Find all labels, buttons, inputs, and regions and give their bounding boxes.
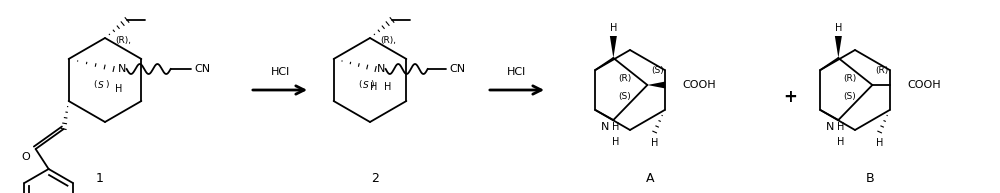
- Text: H: H: [612, 122, 619, 132]
- Text: HCl: HCl: [270, 67, 290, 77]
- Text: ): ): [370, 80, 374, 90]
- Text: COOH: COOH: [907, 80, 941, 90]
- Text: O: O: [21, 152, 30, 162]
- Text: H: H: [610, 23, 617, 33]
- Text: H: H: [876, 138, 883, 148]
- Text: H: H: [835, 23, 842, 33]
- Text: (: (: [93, 80, 97, 90]
- Text: CN: CN: [450, 64, 466, 74]
- Text: 2: 2: [371, 172, 379, 185]
- Text: COOH: COOH: [682, 80, 716, 90]
- Text: N: N: [826, 122, 835, 132]
- Text: H: H: [837, 137, 844, 147]
- Text: ): ): [105, 80, 109, 90]
- Text: H: H: [837, 122, 844, 132]
- Text: (R): (R): [618, 74, 632, 82]
- Polygon shape: [835, 36, 842, 58]
- Text: CN: CN: [195, 64, 211, 74]
- Text: H: H: [115, 84, 122, 94]
- Text: (: (: [358, 80, 362, 90]
- Text: (R),: (R),: [115, 36, 131, 45]
- Text: N: N: [117, 64, 126, 74]
- Text: +: +: [783, 88, 797, 106]
- Text: N: N: [376, 64, 385, 74]
- Text: H: H: [370, 82, 377, 92]
- Text: B: B: [866, 172, 874, 185]
- Polygon shape: [610, 36, 617, 58]
- Text: S: S: [98, 80, 104, 90]
- Text: H: H: [651, 138, 658, 148]
- Text: A: A: [646, 172, 654, 185]
- Text: H: H: [384, 82, 391, 92]
- Text: (S): (S): [844, 91, 856, 101]
- Text: (R): (R): [876, 65, 889, 74]
- Text: S: S: [363, 80, 369, 90]
- Text: (S): (S): [619, 91, 631, 101]
- Text: N: N: [601, 122, 610, 132]
- Text: H: H: [612, 137, 619, 147]
- Polygon shape: [647, 81, 665, 89]
- Text: (R),: (R),: [380, 36, 396, 45]
- Text: HCl: HCl: [507, 67, 527, 77]
- Text: 1: 1: [96, 172, 104, 185]
- Text: (R): (R): [843, 74, 857, 82]
- Text: (S): (S): [651, 65, 664, 74]
